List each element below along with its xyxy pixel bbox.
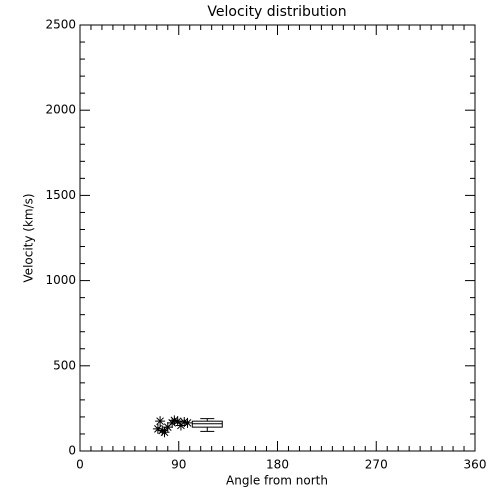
data-point: [159, 427, 170, 438]
data-point: [172, 416, 183, 427]
data-point: [179, 417, 190, 428]
x-tick-label: 360: [464, 458, 487, 472]
x-tick-label: 180: [266, 458, 289, 472]
data-point: [152, 423, 163, 434]
x-axis-label: Angle from north: [226, 474, 328, 488]
y-tick-label: 2000: [45, 103, 76, 117]
chart-title: Velocity distribution: [207, 4, 346, 20]
y-tick-label: 500: [53, 358, 76, 372]
data-point: [169, 415, 180, 426]
plot-frame: [79, 24, 476, 452]
y-tick-label: 1500: [45, 188, 76, 202]
data-point: [162, 422, 173, 433]
x-tick-label: 90: [171, 458, 186, 472]
data-point: [155, 416, 166, 427]
data-point: [182, 417, 193, 428]
x-tick-label: 0: [76, 458, 84, 472]
y-tick-label: 1000: [45, 273, 76, 287]
y-axis-label: Velocity (km/s): [22, 193, 36, 282]
y-tick-label: 0: [68, 444, 76, 458]
y-tick-label: 2500: [45, 18, 76, 32]
x-tick-label: 270: [365, 458, 388, 472]
